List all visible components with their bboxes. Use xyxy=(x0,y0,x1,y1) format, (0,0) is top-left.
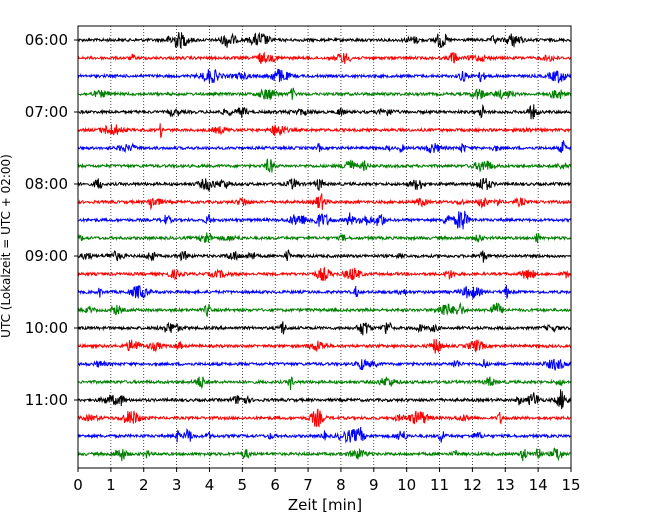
x-axis-label: Zeit [min] xyxy=(288,496,362,514)
trace-0700 xyxy=(77,103,572,120)
trace-0915 xyxy=(77,266,572,281)
trace-0630 xyxy=(77,68,572,84)
y-tick-label: 08:00 xyxy=(25,175,68,193)
x-tick-label: 3 xyxy=(172,476,182,494)
trace-1100 xyxy=(77,389,572,410)
x-tick-label: 14 xyxy=(529,476,548,494)
x-tick-label: 6 xyxy=(270,476,280,494)
trace-0845 xyxy=(77,232,572,244)
x-tick-label: 1 xyxy=(106,476,116,494)
y-axis-ticks: 06:00 07:00 08:00 09:00 10:00 11:00 xyxy=(25,31,78,409)
trace-0715 xyxy=(77,123,572,139)
x-tick-label: 9 xyxy=(369,476,379,494)
x-tick-label: 8 xyxy=(336,476,346,494)
seismic-traces xyxy=(77,31,572,462)
x-tick-label: 4 xyxy=(205,476,215,494)
x-tick-label: 10 xyxy=(397,476,416,494)
y-axis-label: UTC (Lokalzeit = UTC + 02:00) xyxy=(0,154,13,338)
trace-0745 xyxy=(77,158,572,174)
trace-1115 xyxy=(77,408,572,428)
y-tick-label: 10:00 xyxy=(25,319,68,337)
trace-1015 xyxy=(77,339,572,354)
trace-0615 xyxy=(77,51,572,64)
trace-0830 xyxy=(77,210,572,230)
y-tick-label: 06:00 xyxy=(25,31,68,49)
trace-0815 xyxy=(77,193,572,211)
trace-0945 xyxy=(77,301,572,317)
x-tick-label: 13 xyxy=(496,476,515,494)
trace-1130 xyxy=(77,426,572,444)
trace-0800 xyxy=(77,177,572,192)
x-axis-ticks: 0 1 2 3 4 5 6 7 8 9 10 11 12 13 14 15 xyxy=(73,468,581,494)
x-tick-label: 12 xyxy=(463,476,482,494)
x-tick-label: 15 xyxy=(561,476,580,494)
trace-1030 xyxy=(77,358,572,371)
trace-0600 xyxy=(77,31,572,50)
plot-frame xyxy=(77,25,572,469)
trace-1145 xyxy=(77,447,572,462)
trace-0900 xyxy=(77,249,572,263)
x-tick-label: 2 xyxy=(139,476,149,494)
x-tick-label: 7 xyxy=(303,476,313,494)
y-tick-label: 09:00 xyxy=(25,247,68,265)
trace-0730 xyxy=(77,140,572,154)
x-tick-label: 11 xyxy=(430,476,449,494)
trace-1000 xyxy=(77,321,572,336)
x-tick-label: 5 xyxy=(238,476,248,494)
trace-1045 xyxy=(77,376,572,390)
trace-0645 xyxy=(77,87,572,101)
y-tick-label: 07:00 xyxy=(25,103,68,121)
x-tick-label: 0 xyxy=(73,476,83,494)
trace-0930 xyxy=(77,284,572,300)
y-tick-label: 11:00 xyxy=(25,391,68,409)
